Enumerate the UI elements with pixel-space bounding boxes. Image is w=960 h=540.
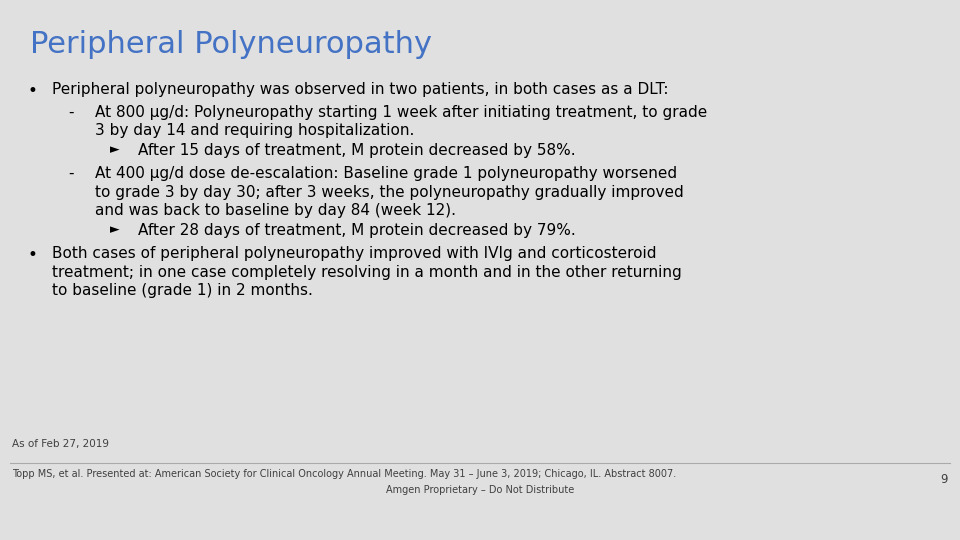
Text: to grade 3 by day 30; after 3 weeks, the polyneuropathy gradually improved: to grade 3 by day 30; after 3 weeks, the… — [95, 185, 684, 199]
Text: 9: 9 — [941, 473, 948, 486]
Text: Amgen Proprietary – Do Not Distribute: Amgen Proprietary – Do Not Distribute — [386, 485, 574, 495]
Text: At 800 μg/d: Polyneuropathy starting 1 week after initiating treatment, to grade: At 800 μg/d: Polyneuropathy starting 1 w… — [95, 105, 708, 119]
Text: and was back to baseline by day 84 (week 12).: and was back to baseline by day 84 (week… — [95, 203, 456, 218]
Text: At 400 μg/d dose de-escalation: Baseline grade 1 polyneuropathy worsened: At 400 μg/d dose de-escalation: Baseline… — [95, 166, 677, 181]
Text: Peripheral Polyneuropathy: Peripheral Polyneuropathy — [30, 30, 432, 59]
Text: -: - — [68, 105, 74, 119]
Text: After 28 days of treatment, M protein decreased by 79%.: After 28 days of treatment, M protein de… — [138, 224, 576, 239]
Text: ►: ► — [110, 144, 120, 157]
Text: 3 by day 14 and requiring hospitalization.: 3 by day 14 and requiring hospitalizatio… — [95, 123, 415, 138]
Text: -: - — [68, 166, 74, 181]
Text: treatment; in one case completely resolving in a month and in the other returnin: treatment; in one case completely resolv… — [52, 265, 682, 280]
Text: •: • — [28, 82, 37, 100]
Text: Topp MS, et al. Presented at: American Society for Clinical Oncology Annual Meet: Topp MS, et al. Presented at: American S… — [12, 469, 676, 479]
Text: Both cases of peripheral polyneuropathy improved with IVIg and corticosteroid: Both cases of peripheral polyneuropathy … — [52, 246, 657, 261]
Text: •: • — [28, 246, 37, 264]
Text: As of Feb 27, 2019: As of Feb 27, 2019 — [12, 439, 109, 449]
Text: Peripheral polyneuropathy was observed in two patients, in both cases as a DLT:: Peripheral polyneuropathy was observed i… — [52, 82, 668, 97]
Text: ►: ► — [110, 224, 120, 237]
Text: After 15 days of treatment, M protein decreased by 58%.: After 15 days of treatment, M protein de… — [138, 144, 576, 159]
Text: to baseline (grade 1) in 2 months.: to baseline (grade 1) in 2 months. — [52, 283, 313, 298]
